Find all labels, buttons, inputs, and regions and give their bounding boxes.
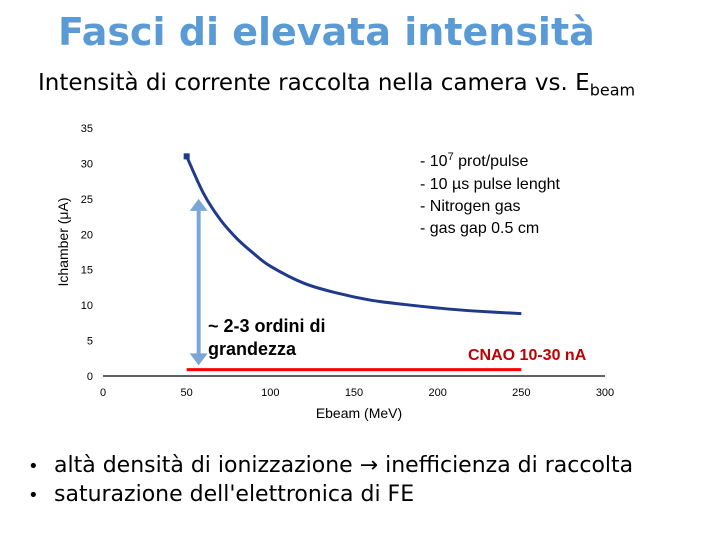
x-tick-label: 250 — [512, 387, 530, 399]
x-tick-label: 0 — [100, 387, 106, 399]
y-tick-label: 0 — [87, 371, 93, 383]
arrow-head-bottom — [189, 353, 208, 366]
x-tick-label: 150 — [345, 387, 363, 399]
orders-annotation-line2: grandezza — [208, 339, 297, 359]
cnao-annotation: CNAO 10-30 nA — [468, 347, 587, 364]
y-tick-label: 30 — [81, 158, 93, 170]
subtitle-main: Intensità di corrente raccolta nella cam… — [38, 70, 590, 96]
x-axis-ticks: 0 50 100 150 200 250 300 — [100, 387, 614, 399]
y-axis-ticks: 0 5 10 15 20 25 30 35 — [81, 123, 93, 383]
x-axis-label: Ebeam (MeV) — [316, 405, 402, 421]
chart: 0 5 10 15 20 25 30 35 0 50 100 150 200 250 300 Ichamb… — [55, 123, 614, 421]
x-tick-label: 200 — [428, 387, 446, 399]
bullet-list: • altà densità di ionizzazione → ineffici… — [28, 452, 633, 510]
bullet-item: • saturazione dell'elettronica di FE — [28, 481, 633, 510]
y-tick-label: 25 — [81, 194, 93, 206]
series-start-marker — [183, 153, 190, 160]
orders-annotation-line1: ~ 2-3 ordini di — [208, 316, 326, 336]
x-tick-label: 50 — [181, 387, 193, 399]
bullet-symbol: • — [28, 456, 39, 477]
y-tick-label: 5 — [87, 336, 93, 348]
y-tick-label: 10 — [81, 300, 93, 312]
bullet-symbol: • — [28, 485, 39, 506]
y-tick-label: 20 — [81, 229, 93, 241]
bullet-text: saturazione dell'elettronica di FE — [54, 482, 415, 507]
x-tick-label: 300 — [596, 387, 614, 399]
x-tick-label: 100 — [261, 387, 279, 399]
params-annotation: - 107 prot/pulse - 10 µs pulse lenght - … — [420, 151, 564, 237]
chart-subtitle: Intensità di corrente raccolta nella cam… — [38, 70, 635, 100]
bullet-item: • altà densità di ionizzazione → ineffici… — [28, 452, 633, 481]
series-line — [185, 155, 522, 316]
y-axis-label: Ichamber (μA) — [55, 198, 71, 287]
bullet-text: altà densità di ionizzazione → inefficie… — [54, 453, 634, 478]
y-tick-label: 35 — [81, 123, 93, 135]
arrow-head-top — [189, 198, 208, 211]
y-tick-label: 15 — [81, 265, 93, 277]
subtitle-subscript: beam — [589, 80, 636, 100]
double-arrow — [189, 198, 208, 366]
page-title: Fasci di elevata intensità — [58, 10, 595, 54]
